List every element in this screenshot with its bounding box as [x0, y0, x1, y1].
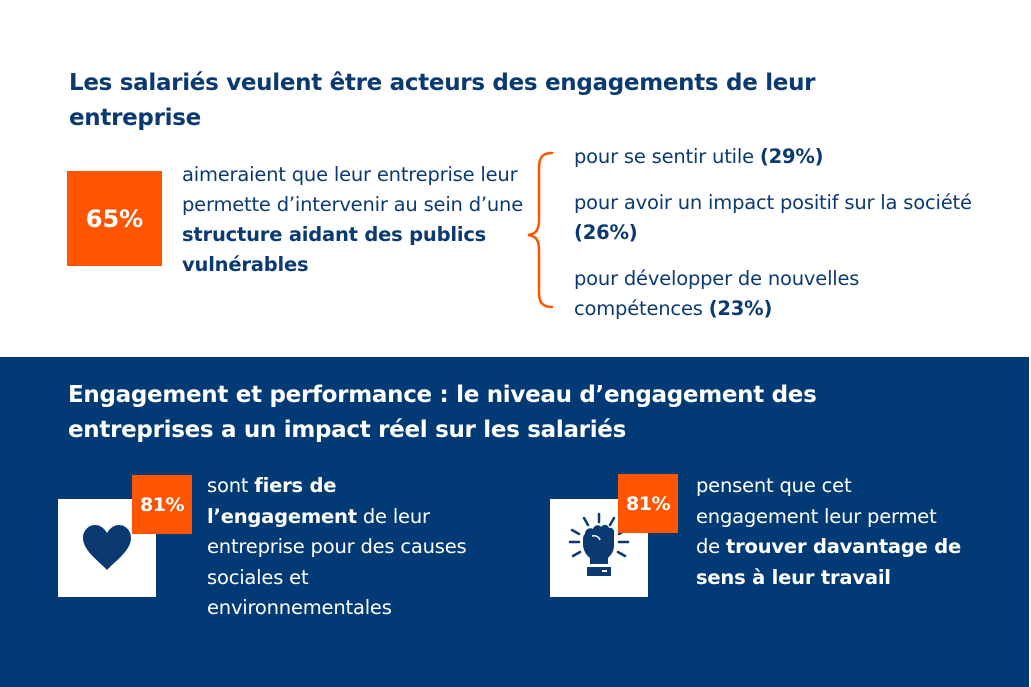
- stat-text: aimeraient que leur entreprise leur perm…: [182, 163, 524, 216]
- stat-badge-81-pride: 81%: [132, 475, 192, 534]
- heart-icon: [83, 525, 131, 570]
- reasons-list: pour se sentir utile (29%) pour avoir un…: [574, 142, 974, 340]
- section-title-bottom: Engagement et performance : le niveau d’…: [68, 382, 817, 443]
- reason-item: pour se sentir utile (29%): [574, 145, 824, 168]
- stat-text-bold: structure aidant des publics vulnérables: [182, 223, 487, 276]
- reason-item: pour avoir un impact positif sur la soci…: [574, 191, 972, 244]
- stat-description-meaning: pensent que cet engagement leur permet d…: [696, 474, 962, 589]
- reason-percent: (29%): [759, 145, 824, 168]
- reason-percent: (26%): [574, 221, 638, 244]
- stat-badge-65: 65%: [67, 171, 162, 266]
- stat-description: aimeraient que leur entreprise leur perm…: [182, 160, 527, 280]
- curly-brace-icon: [527, 151, 554, 309]
- stat-description-pride: sont fiers de l’engagement de leur entre…: [207, 474, 467, 619]
- raised-fist-icon: [568, 512, 630, 576]
- stat-badge-81-meaning: 81%: [618, 474, 678, 533]
- stat-value: 65%: [85, 204, 144, 233]
- reason-percent: (23%): [708, 297, 773, 320]
- reason-item: pour développer de nouvelles compétences…: [574, 267, 860, 320]
- section-title-top: Les salariés veulent être acteurs des en…: [69, 70, 816, 131]
